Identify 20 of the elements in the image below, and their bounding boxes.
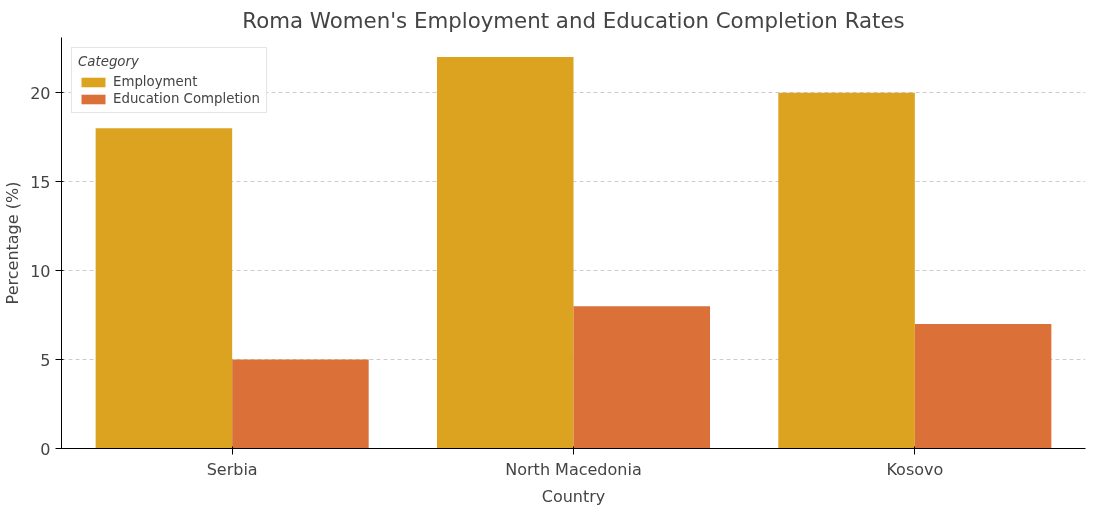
y-tick-label: 10 <box>30 261 51 281</box>
x-axis-title: Country <box>541 486 606 506</box>
legend-title: Category <box>78 54 140 69</box>
bar <box>436 57 574 449</box>
legend-label: Employment <box>113 74 198 89</box>
y-tick-label: 0 <box>40 439 51 459</box>
legend-label: Education Completion <box>113 91 260 106</box>
bar <box>573 306 711 449</box>
y-axis-title: Percentage (%) <box>3 181 23 305</box>
y-tick-label: 15 <box>30 172 51 192</box>
bar <box>232 359 369 449</box>
y-tick-label: 20 <box>30 83 51 103</box>
y-tick-label: 5 <box>40 350 51 370</box>
bar <box>778 92 915 449</box>
x-tick-label: North Macedonia <box>505 459 642 479</box>
x-tick-label: Serbia <box>206 459 258 479</box>
bar <box>914 323 1052 449</box>
bar <box>95 128 233 449</box>
chart-title: Roma Women's Employment and Education Completion Rates <box>242 7 905 33</box>
x-tick-label: Kosovo <box>886 459 944 479</box>
